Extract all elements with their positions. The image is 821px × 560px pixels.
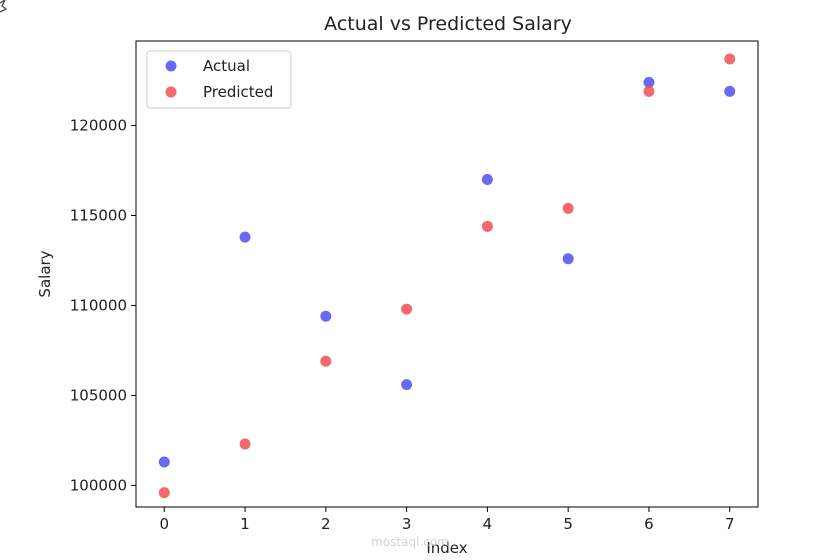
point-actual-0: [158, 456, 170, 468]
chart-title: Actual vs Predicted Salary: [324, 13, 572, 35]
point-predicted-6: [643, 85, 655, 97]
x-tick-label-7: 7: [725, 515, 735, 533]
point-actual-5: [562, 253, 574, 265]
legend-label-actual: Actual: [203, 57, 250, 75]
point-actual-7: [724, 85, 736, 97]
point-predicted-3: [401, 303, 413, 315]
legend-marker-predicted: [165, 86, 177, 98]
y-axis-ticks: 100000 105000 110000 115000 120000: [70, 117, 136, 494]
corner-icon: [0, 0, 8, 13]
x-tick-label-6: 6: [644, 515, 654, 533]
x-tick-label-5: 5: [563, 515, 573, 533]
point-predicted-7: [724, 53, 736, 65]
point-predicted-1: [239, 438, 251, 450]
point-predicted-5: [562, 202, 574, 214]
plot-frame: [135, 40, 759, 508]
point-actual-1: [239, 231, 251, 243]
x-tick-label-2: 2: [321, 515, 331, 533]
y-tick-label-110000: 110000: [70, 296, 127, 314]
data-points: [158, 53, 736, 499]
x-tick-label-1: 1: [240, 515, 250, 533]
point-actual-4: [481, 174, 493, 186]
x-tick-label-3: 3: [402, 515, 412, 533]
y-tick-label-120000: 120000: [70, 117, 127, 135]
point-predicted-2: [320, 355, 332, 367]
point-actual-6: [643, 76, 655, 88]
legend: Actual Predicted: [146, 50, 292, 109]
x-tick-label-0: 0: [159, 515, 169, 533]
point-predicted-0: [158, 487, 170, 499]
point-actual-3: [401, 379, 413, 391]
y-tick-label-115000: 115000: [70, 207, 127, 225]
watermark-text: mostaql.com: [371, 535, 449, 549]
x-axis-ticks: 0 1 2 3 4 5 6 7: [159, 507, 735, 533]
legend-marker-actual: [165, 60, 177, 72]
watermark: mostaql.com: [371, 535, 449, 549]
x-tick-label-4: 4: [483, 515, 493, 533]
y-axis-title: Salary: [36, 250, 54, 297]
y-tick-label-100000: 100000: [70, 476, 127, 494]
legend-box: [146, 50, 292, 109]
point-actual-2: [320, 310, 332, 322]
point-predicted-4: [481, 220, 493, 232]
y-tick-label-105000: 105000: [70, 386, 127, 404]
x-axis-title: Index: [426, 539, 467, 557]
legend-label-predicted: Predicted: [203, 83, 273, 101]
